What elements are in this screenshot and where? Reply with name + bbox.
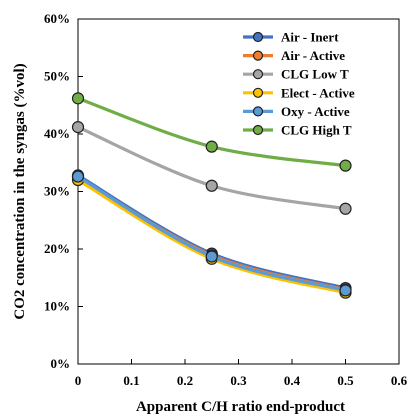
data-point — [71, 170, 85, 183]
x-axis-title: Apparent C/H ratio end-product — [136, 399, 345, 415]
legend-label: CLG Low T — [281, 67, 349, 82]
legend-item: CLG Low T — [243, 67, 349, 82]
x-axis: 0 0.1 0.2 0.3 0.4 0.5 0.6 — [75, 359, 408, 388]
legend-swatch-marker — [252, 124, 264, 136]
y-tick-label: 50% — [44, 69, 70, 84]
series-line — [76, 175, 348, 292]
legend-swatch-marker — [252, 69, 264, 80]
series-line — [76, 125, 348, 211]
y-tick-label: 60% — [44, 11, 70, 26]
series-line — [76, 173, 348, 290]
y-tick-label: 20% — [44, 241, 70, 256]
series-line — [76, 178, 348, 295]
legend-label: Oxy - Active — [281, 104, 350, 119]
legend-item: Elect - Active — [243, 85, 355, 100]
data-point — [205, 140, 218, 153]
series-2 — [71, 120, 352, 215]
x-tick-label: 0.5 — [337, 373, 354, 388]
x-tick-label: 0.6 — [391, 373, 408, 388]
x-tick-label: 0 — [75, 373, 82, 388]
data-point — [71, 92, 85, 105]
legend-item: Oxy - Active — [243, 104, 350, 119]
y-axis-title: CO2 concentration in the syngas (%vol) — [12, 63, 28, 319]
data-point — [339, 284, 352, 297]
data-point — [339, 202, 352, 215]
y-tick-label: 30% — [44, 184, 70, 199]
legend-label: CLG High T — [281, 123, 352, 138]
series-4 — [71, 170, 352, 297]
series-line — [76, 174, 348, 292]
legend-item: Air - Inert — [243, 30, 339, 45]
data-point — [339, 159, 352, 172]
series-5 — [71, 92, 352, 172]
x-tick-label: 0.4 — [284, 373, 301, 388]
x-tick-label: 0.2 — [177, 373, 193, 388]
x-tick-label: 0.3 — [230, 373, 247, 388]
legend: Air - Inert Air - Active CLG Low T Elect - … — [243, 30, 355, 138]
legend-label: Elect - Active — [281, 85, 355, 100]
legend-item: CLG High T — [243, 123, 352, 138]
data-point — [71, 120, 85, 134]
y-tick-label: 0% — [51, 356, 71, 371]
legend-swatch-marker — [252, 106, 264, 117]
y-tick-label: 40% — [44, 126, 70, 141]
y-axis: 0% 10% 20% 30% 40% 50% 60% — [44, 11, 83, 371]
legend-swatch-marker — [252, 50, 264, 61]
series-layer — [71, 92, 352, 299]
legend-label: Air - Active — [281, 48, 345, 63]
data-point — [205, 179, 218, 192]
data-point — [205, 250, 218, 263]
x-tick-label: 0.1 — [123, 373, 139, 388]
legend-swatch-marker — [252, 87, 264, 98]
legend-label: Air - Inert — [281, 30, 339, 45]
y-tick-label: 10% — [44, 299, 70, 314]
legend-item: Air - Active — [243, 48, 345, 63]
legend-swatch-marker — [252, 31, 264, 43]
